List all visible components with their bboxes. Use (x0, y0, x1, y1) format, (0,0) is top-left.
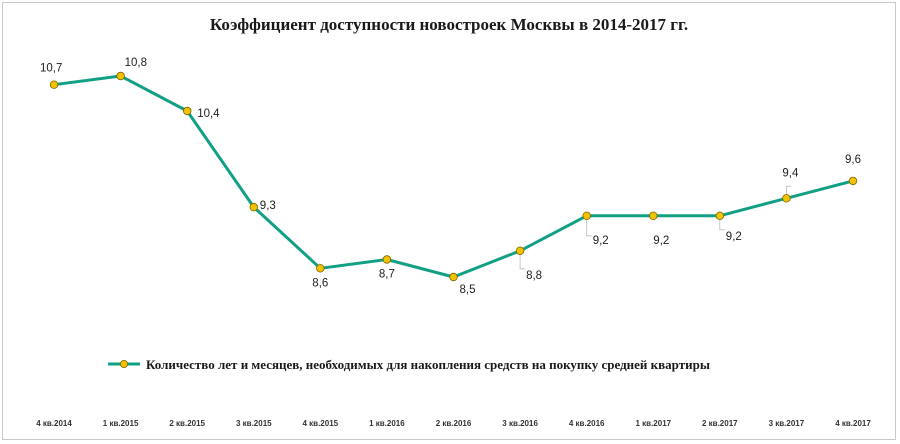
data-label-4: 9,3 (260, 200, 276, 212)
data-label-6: 8,7 (379, 269, 395, 281)
data-label-9: 9,2 (593, 235, 609, 247)
x-tick-label-8: 3 кв.2016 (502, 419, 538, 428)
x-tick-label-1: 4 кв.2014 (36, 419, 72, 428)
label-leader-line (719, 219, 725, 231)
x-tick-label-6: 1 кв.2016 (369, 419, 405, 428)
data-point-7 (449, 272, 458, 282)
x-tick-label-3: 2 кв.2015 (169, 419, 205, 428)
data-point-2 (116, 71, 125, 81)
series-markers (49, 71, 858, 282)
label-leaders (519, 185, 792, 270)
x-tick-label-12: 3 кв.2017 (769, 419, 805, 428)
x-tick-label-2: 1 кв.2015 (103, 419, 139, 428)
series-line (53, 74, 854, 279)
label-leader-line (519, 254, 526, 270)
x-tick-label-13: 4 кв.2017 (835, 419, 871, 428)
x-tick-label-11: 2 кв.2017 (702, 419, 738, 428)
data-label-2: 10,8 (125, 57, 147, 69)
data-point-8 (515, 246, 525, 255)
x-tick-label-9: 4 кв.2016 (569, 419, 605, 428)
chart-title: Коэффициент доступности новостроек Москв… (210, 15, 688, 34)
data-point-11 (715, 211, 724, 220)
legend-entry-label: Количество лет и месяцев, необходимых дл… (146, 357, 710, 372)
data-point-1 (49, 80, 59, 89)
data-label-10: 9,2 (653, 235, 669, 247)
data-label-7: 8,5 (460, 284, 476, 296)
data-point-9 (582, 211, 591, 220)
x-tick-label-10: 1 кв.2017 (635, 419, 671, 428)
data-label-5: 8,6 (312, 277, 328, 289)
data-label-1: 10,7 (40, 63, 62, 75)
label-leader-line (786, 185, 792, 195)
data-label-3: 10,4 (197, 108, 220, 120)
data-label-8: 8,8 (526, 270, 542, 282)
data-point-12 (782, 194, 791, 203)
data-point-4 (249, 202, 258, 212)
legend-marker-swatch (120, 359, 129, 368)
x-axis-tick-labels: 4 кв.2014 1 кв.2015 2 кв.2015 3 кв.2015 4 кв… (36, 419, 871, 428)
data-label-11: 9,2 (726, 231, 742, 243)
data-point-5 (316, 264, 325, 273)
data-label-13: 9,6 (845, 154, 861, 166)
x-tick-label-4: 3 кв.2015 (236, 419, 272, 428)
x-tick-label-5: 4 кв.2015 (302, 419, 338, 428)
data-point-3 (182, 106, 192, 116)
x-tick-label-7: 2 кв.2016 (436, 419, 472, 428)
label-leader-line (586, 219, 592, 237)
data-labels: 10,7 10,8 10,4 9,3 8,6 8,7 8,5 8,8 9,2 9,2 9,2 9,4 9… (40, 57, 861, 296)
legend: Количество лет и месяцев, необходимых дл… (108, 357, 710, 372)
data-point-6 (382, 255, 392, 264)
data-point-10 (649, 211, 658, 220)
data-point-13 (848, 176, 858, 186)
chart-frame (2, 2, 896, 440)
data-label-12: 9,4 (782, 167, 799, 179)
